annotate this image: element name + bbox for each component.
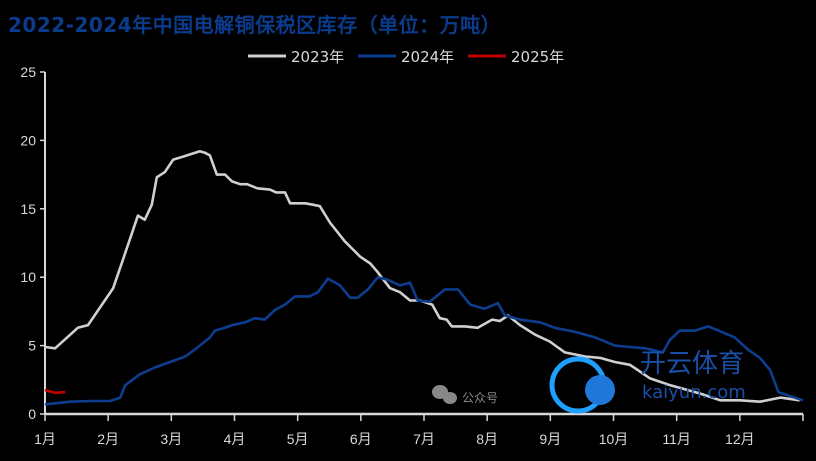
wechat-icon (432, 385, 457, 404)
x-tick-label: 11月 (662, 431, 691, 447)
y-tick-label: 15 (20, 201, 36, 217)
x-tick-label: 3月 (160, 431, 182, 447)
x-axis: 1月 2月 3月 4月 5月 6月 7月 8月 9月 10月 11月 12月 (34, 412, 804, 447)
x-tick-label: 10月 (599, 431, 629, 447)
y-tick-label: 10 (20, 269, 36, 285)
legend: 2023年 2024年 2025年 (248, 48, 564, 66)
legend-label: 2024年 (401, 48, 454, 66)
legend-label: 2023年 (291, 48, 344, 66)
watermark-logo-text: 开云体育 (640, 349, 744, 379)
chart-title: 2022-2024年中国电解铜保税区库存（单位：万吨） (8, 13, 502, 37)
x-tick-label: 9月 (539, 431, 561, 447)
y-tick-label: 0 (28, 406, 36, 422)
y-axis: 0 5 10 15 20 25 (20, 64, 46, 422)
series-lines (44, 150, 804, 406)
x-tick-label: 2月 (97, 431, 119, 447)
watermark: 开云体育 kaiyun.com 公众号 (432, 349, 746, 414)
x-tick-label: 12月 (725, 431, 755, 447)
legend-label: 2025年 (511, 48, 564, 66)
x-tick-label: 7月 (413, 431, 435, 447)
football-icon (585, 375, 615, 405)
series-line-2024年 (44, 275, 804, 406)
watermark-url-text: kaiyun.com (642, 382, 746, 403)
series-line-2023年 (44, 150, 800, 403)
series-line-2025年 (44, 388, 66, 395)
x-tick-label: 1月 (34, 431, 56, 447)
y-tick-label: 25 (20, 64, 36, 80)
x-tick-label: 5月 (287, 431, 309, 447)
x-tick-label: 4月 (224, 431, 246, 447)
y-tick-label: 5 (28, 338, 36, 354)
x-tick-label: 8月 (476, 431, 498, 447)
watermark-wechat-text: 公众号 (462, 391, 498, 405)
y-tick-label: 20 (20, 132, 36, 148)
x-tick-label: 6月 (350, 431, 372, 447)
